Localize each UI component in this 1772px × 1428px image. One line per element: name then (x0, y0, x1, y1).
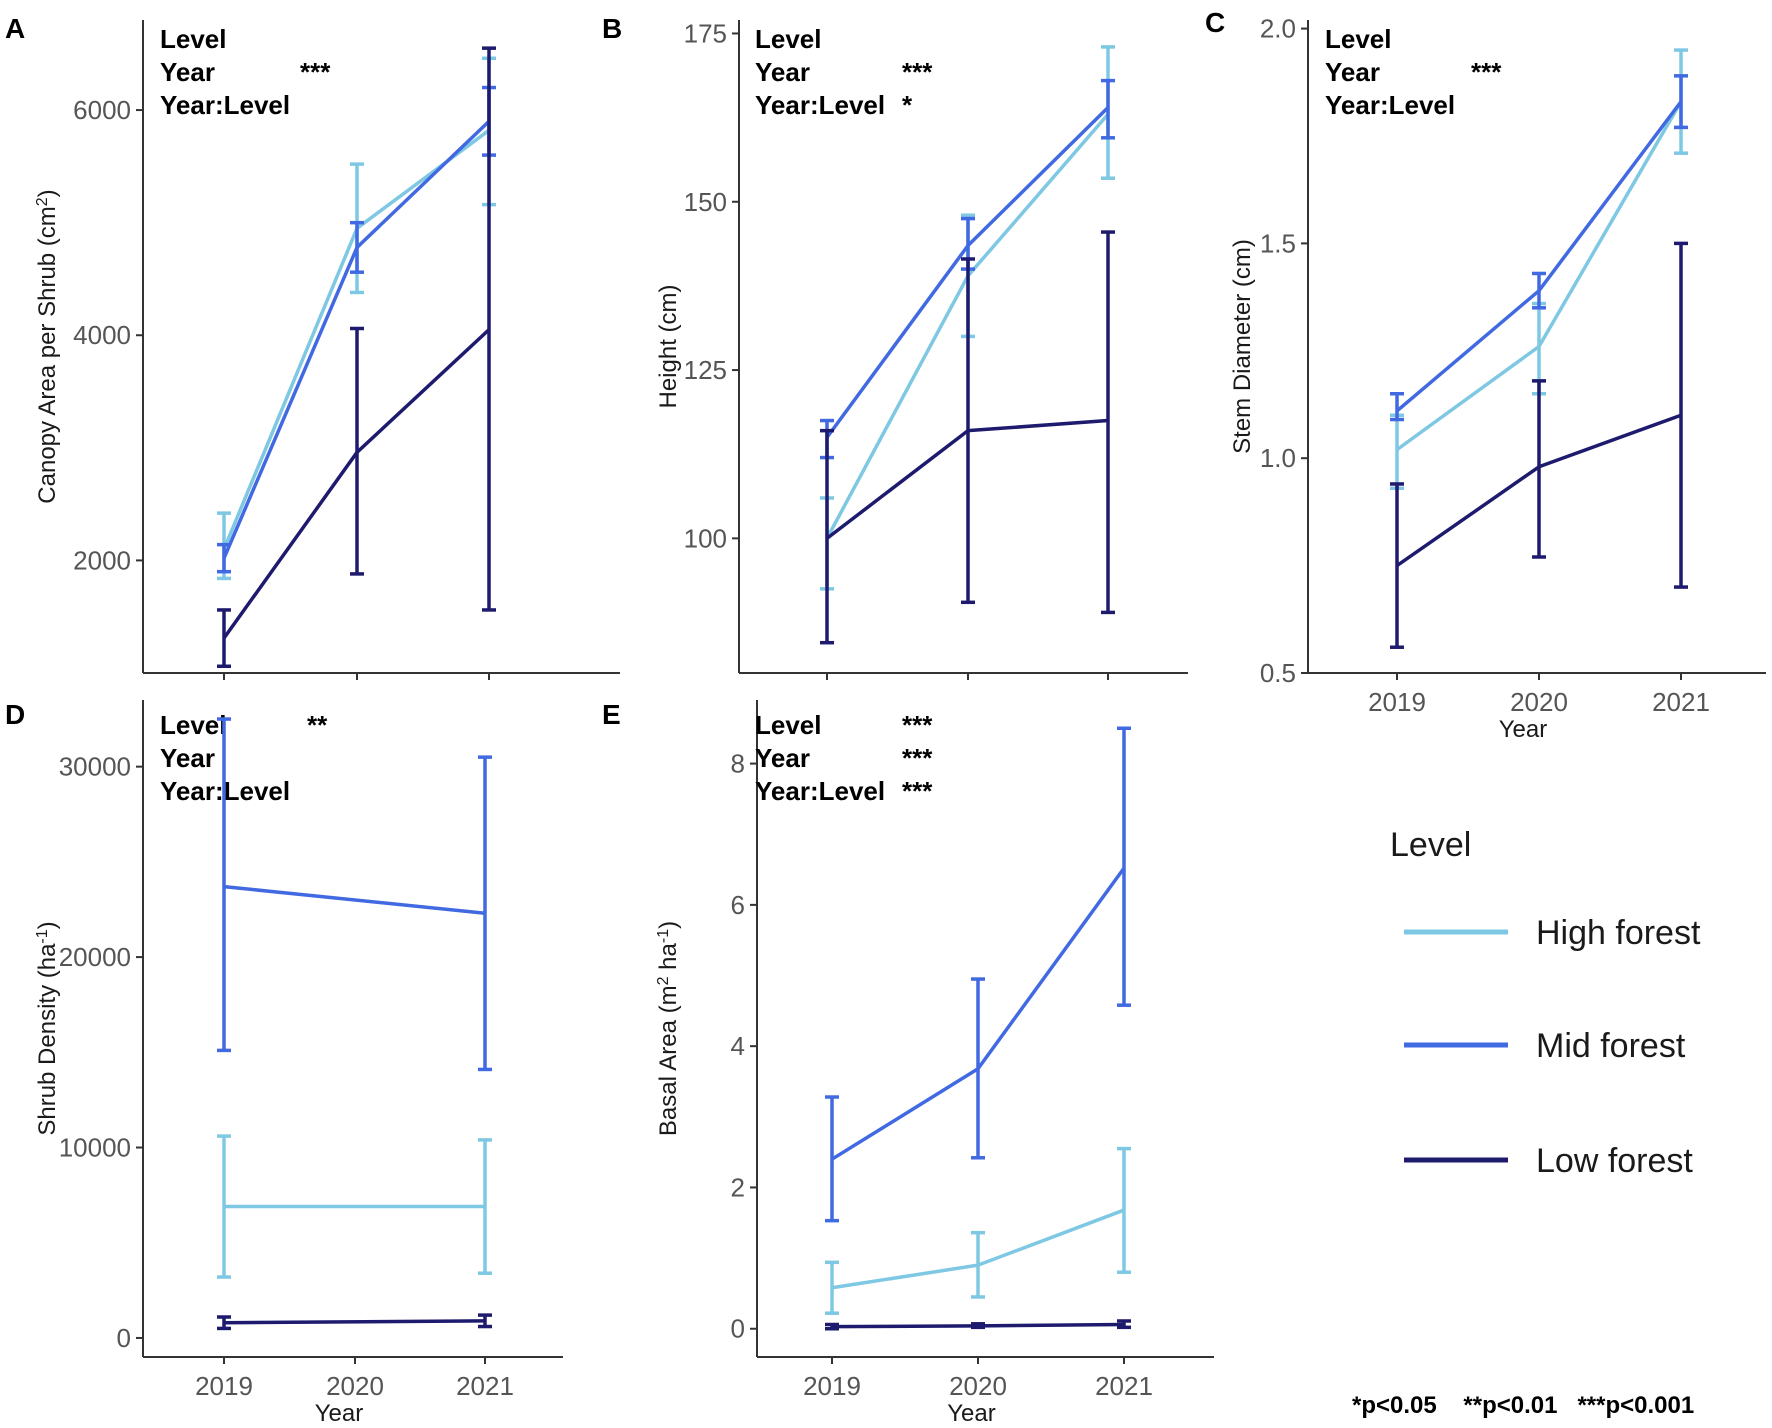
panel-a: 2000 4000 6000 Canopy Area per Shrub (cm2) A… (5, 13, 620, 680)
stat-term: Year (755, 743, 810, 773)
y-tick-label: 1.5 (1260, 228, 1296, 258)
x-axis-title: Year (1499, 716, 1548, 743)
series-line (223, 1319, 486, 1325)
x-tick-label: 2020 (326, 1371, 384, 1401)
series-line (222, 120, 491, 559)
series-line (1395, 100, 1683, 413)
significance-footnote: *p<0.05 **p<0.01 ***p<0.001 (1352, 1392, 1694, 1419)
stat-term: Level (755, 710, 822, 740)
series-line (831, 1322, 1125, 1329)
x-tick-label: 2021 (456, 1371, 514, 1401)
y-tick-label: 150 (684, 187, 727, 217)
stat-term: Level (160, 24, 227, 54)
series-mid-forest (1390, 74, 1688, 422)
series-line (1396, 413, 1682, 568)
legend-title: Level (1390, 826, 1471, 864)
x-tick-label: 2020 (949, 1371, 1007, 1401)
series-mid-forest (217, 717, 492, 1072)
panel-e: 0 2 4 6 8 2019 2020 2021 Year Basal Area (m2 ha-1… (602, 699, 1214, 1427)
y-axis-title: Height (cm) (655, 284, 682, 408)
y-tick-label: 2000 (73, 545, 131, 575)
stat-significance: *** (902, 743, 933, 773)
stat-significance: *** (902, 710, 933, 740)
x-tick-label: 2020 (1510, 687, 1568, 717)
series-line (825, 418, 1109, 540)
series-mid-forest (825, 726, 1131, 1223)
y-axis-title: Basal Area (m2 ha-1) (655, 921, 683, 1136)
panel-d: 0 10000 20000 30000 2019 2020 2021 Year Shrub De… (5, 699, 563, 1427)
series-low-forest (820, 230, 1115, 645)
series-line (222, 328, 491, 640)
stat-significance: *** (902, 776, 933, 806)
y-tick-label: 10000 (59, 1133, 131, 1163)
y-tick-label: 0 (117, 1323, 131, 1353)
panels-group: 2000 4000 6000 Canopy Area per Shrub (cm2) A… (5, 7, 1766, 1427)
y-tick-label: 125 (684, 355, 727, 385)
y-tick-label: 2 (731, 1172, 745, 1202)
panel-c: 0.5 1.0 1.5 2.0 2019 2020 2021 Year Stem Diamete… (1205, 7, 1766, 743)
y-tick-label: 175 (684, 18, 727, 48)
y-tick-label: 6000 (73, 95, 131, 125)
series-line (1395, 100, 1683, 452)
panel-letter: C (1205, 7, 1225, 38)
y-axis-title: Shrub Density (ha-1) (34, 921, 62, 1135)
y-tick-label: 0 (731, 1314, 745, 1344)
x-axis-title: Year (315, 1400, 364, 1427)
stat-term: Year (160, 57, 215, 87)
series-line (825, 106, 1110, 439)
panel-letter: E (602, 699, 621, 730)
series-line (223, 884, 486, 916)
series-low-forest (825, 1319, 1131, 1331)
series-high-forest (825, 1146, 1131, 1315)
stat-term: Year (160, 743, 215, 773)
legend-label-mid-forest: Mid forest (1536, 1027, 1686, 1065)
series-line (831, 1208, 1125, 1290)
stat-term: Year:Level (755, 90, 885, 120)
y-tick-label: 2.0 (1260, 14, 1296, 44)
y-axis-title: Canopy Area per Shrub (cm2) (34, 189, 62, 503)
y-tick-label: 0.5 (1260, 658, 1296, 688)
x-tick-label: 2019 (803, 1371, 861, 1401)
panel-letter: A (5, 13, 25, 44)
stat-significance: ** (307, 710, 328, 740)
y-tick-label: 4 (731, 1031, 745, 1061)
series-low-forest (217, 46, 496, 668)
stat-term: Level (1325, 24, 1392, 54)
stat-term: Level (755, 24, 822, 54)
stat-term: Year:Level (160, 90, 290, 120)
stat-term: Year (755, 57, 810, 87)
stat-significance: *** (1471, 57, 1502, 87)
stat-significance: *** (300, 57, 331, 87)
x-tick-label: 2019 (195, 1371, 253, 1401)
stat-term: Level (160, 710, 227, 740)
stat-term: Year:Level (1325, 90, 1455, 120)
x-tick-label: 2021 (1652, 687, 1710, 717)
stat-significance: * (902, 90, 913, 120)
series-high-forest (217, 1134, 492, 1279)
panel-letter: B (602, 13, 622, 44)
y-tick-label: 1.0 (1260, 443, 1296, 473)
series-line (831, 867, 1126, 1161)
panel-letter: D (5, 699, 25, 730)
stat-term: Year:Level (755, 776, 885, 806)
y-tick-label: 8 (731, 749, 745, 779)
y-tick-label: 20000 (59, 942, 131, 972)
y-tick-label: 6 (731, 890, 745, 920)
x-tick-label: 2021 (1095, 1371, 1153, 1401)
y-tick-label: 4000 (73, 320, 131, 350)
series-low-forest (1390, 241, 1688, 649)
legend-label-high-forest: High forest (1536, 914, 1701, 952)
y-tick-label: 30000 (59, 752, 131, 782)
legend-label-low-forest: Low forest (1536, 1142, 1693, 1180)
legend: Level High forest Mid forest Low forest (1390, 826, 1701, 1180)
series-low-forest (217, 1313, 492, 1331)
x-axis-title: Year (947, 1400, 996, 1427)
x-tick-label: 2019 (1368, 687, 1426, 717)
stat-term: Year (1325, 57, 1380, 87)
y-tick-label: 100 (684, 523, 727, 553)
y-axis-title: Stem Diameter (cm) (1229, 239, 1256, 454)
stat-significance: *** (902, 57, 933, 87)
